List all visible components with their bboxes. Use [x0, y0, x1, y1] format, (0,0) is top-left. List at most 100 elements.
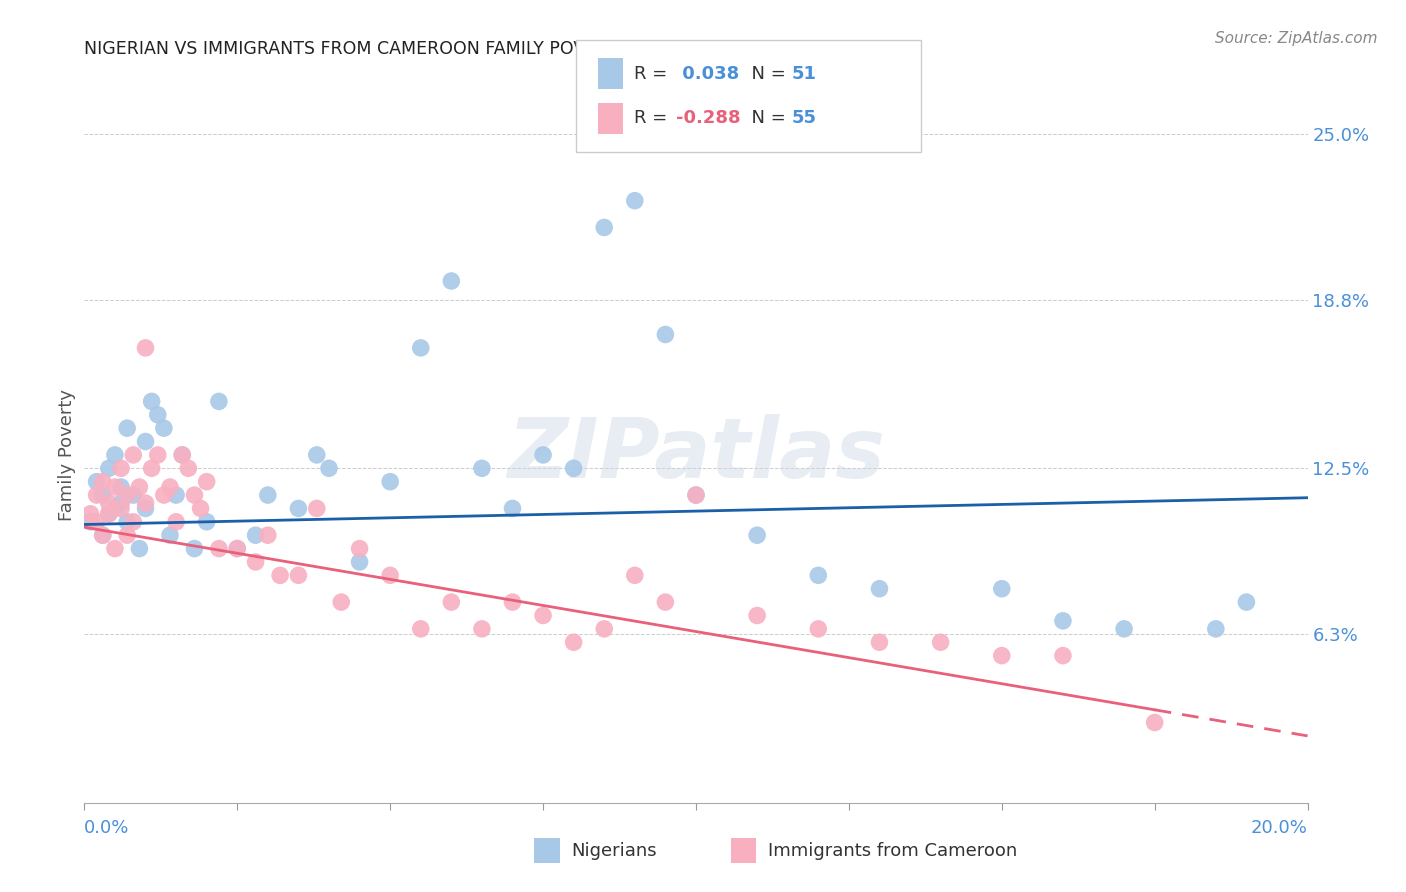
Point — [305, 501, 328, 516]
Point — [1052, 614, 1074, 628]
Text: 20.0%: 20.0% — [1251, 819, 1308, 837]
Point — [245, 528, 267, 542]
Text: 51: 51 — [792, 64, 817, 83]
Point — [747, 608, 769, 623]
Point — [1143, 715, 1166, 730]
Y-axis label: Family Poverty: Family Poverty — [58, 389, 76, 521]
Point — [929, 635, 952, 649]
Point — [869, 582, 891, 596]
Point — [409, 622, 432, 636]
Point — [654, 327, 676, 342]
Text: R =: R = — [634, 64, 673, 83]
Point — [685, 488, 707, 502]
Point — [257, 488, 280, 502]
Point — [97, 496, 120, 510]
Point — [195, 475, 218, 489]
Point — [869, 635, 891, 649]
Point — [86, 515, 108, 529]
Point — [1052, 648, 1074, 663]
Point — [104, 501, 127, 516]
Text: 55: 55 — [792, 109, 817, 128]
Text: 0.038: 0.038 — [676, 64, 740, 83]
Text: -0.288: -0.288 — [676, 109, 741, 128]
Point — [257, 528, 280, 542]
Point — [305, 448, 328, 462]
Point — [91, 488, 114, 502]
Point — [654, 595, 676, 609]
Point — [531, 448, 554, 462]
Point — [159, 480, 181, 494]
Point — [115, 421, 138, 435]
Point — [747, 528, 769, 542]
Point — [110, 461, 132, 475]
Point — [991, 582, 1014, 596]
Point — [409, 341, 432, 355]
Point — [208, 394, 231, 409]
Point — [159, 528, 181, 542]
Point — [165, 515, 187, 529]
Point — [104, 541, 127, 556]
Point — [122, 488, 145, 502]
Text: Immigrants from Cameroon: Immigrants from Cameroon — [768, 842, 1017, 860]
Point — [146, 408, 169, 422]
Text: 0.0%: 0.0% — [84, 819, 129, 837]
Point — [91, 475, 114, 489]
Point — [135, 496, 157, 510]
Point — [208, 541, 231, 556]
Point — [97, 461, 120, 475]
Text: ZIPatlas: ZIPatlas — [508, 415, 884, 495]
Point — [183, 488, 205, 502]
Point — [104, 448, 127, 462]
Point — [1205, 622, 1227, 636]
Point — [330, 595, 353, 609]
Point — [593, 622, 616, 636]
Point — [502, 501, 524, 516]
Point — [562, 461, 585, 475]
Point — [177, 461, 200, 475]
Point — [226, 541, 249, 556]
Point — [183, 541, 205, 556]
Point — [287, 568, 309, 582]
Point — [349, 555, 371, 569]
Point — [91, 528, 114, 542]
Point — [141, 394, 163, 409]
Point — [195, 515, 218, 529]
Text: Source: ZipAtlas.com: Source: ZipAtlas.com — [1215, 31, 1378, 46]
Point — [562, 635, 585, 649]
Point — [226, 541, 249, 556]
Point — [807, 568, 830, 582]
Point — [153, 488, 176, 502]
Point — [86, 475, 108, 489]
Point — [128, 541, 150, 556]
Point — [86, 488, 108, 502]
Point — [79, 507, 101, 521]
Point — [531, 608, 554, 623]
Point — [135, 501, 157, 516]
Point — [97, 507, 120, 521]
Point — [79, 515, 101, 529]
Point — [593, 220, 616, 235]
Point — [318, 461, 340, 475]
Text: NIGERIAN VS IMMIGRANTS FROM CAMEROON FAMILY POVERTY CORRELATION CHART: NIGERIAN VS IMMIGRANTS FROM CAMEROON FAM… — [84, 40, 823, 58]
Text: N =: N = — [740, 64, 792, 83]
Point — [115, 515, 138, 529]
Point — [380, 475, 402, 489]
Text: Nigerians: Nigerians — [571, 842, 657, 860]
Point — [128, 480, 150, 494]
Point — [115, 528, 138, 542]
Point — [135, 434, 157, 449]
Point — [190, 501, 212, 516]
Point — [624, 568, 647, 582]
Point — [349, 541, 371, 556]
Point — [1234, 595, 1257, 609]
Point — [135, 341, 157, 355]
Point — [440, 595, 463, 609]
Point — [807, 622, 830, 636]
Point — [440, 274, 463, 288]
Point — [115, 488, 138, 502]
Point — [287, 501, 309, 516]
Point — [110, 501, 132, 516]
Point — [471, 622, 494, 636]
Point — [122, 448, 145, 462]
Point — [110, 496, 132, 510]
